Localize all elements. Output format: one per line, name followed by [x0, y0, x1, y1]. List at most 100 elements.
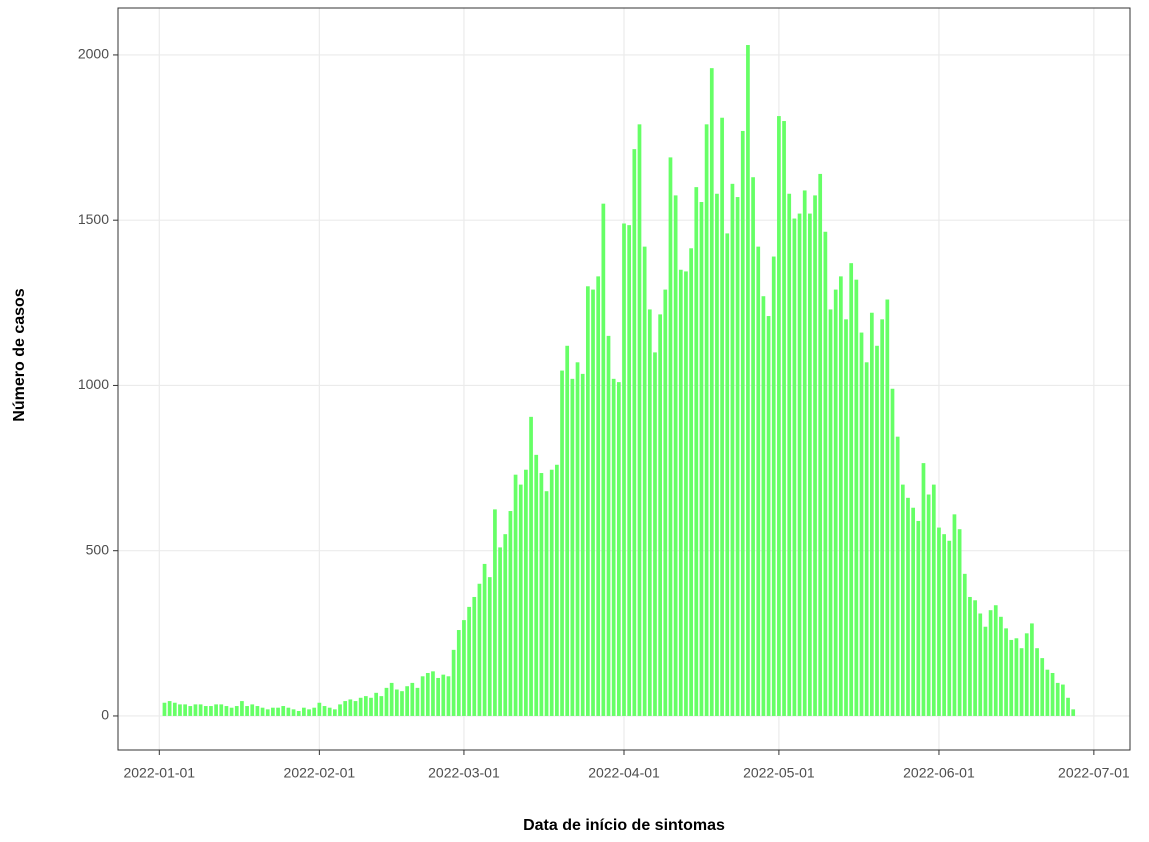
bar — [668, 157, 673, 716]
bar — [183, 704, 187, 716]
bar — [684, 271, 688, 716]
bar — [260, 707, 265, 716]
bar — [400, 691, 404, 716]
bar — [983, 626, 988, 716]
bar — [818, 173, 823, 716]
bar — [1071, 709, 1076, 716]
bar — [771, 256, 776, 716]
bar — [647, 309, 652, 716]
bar — [988, 610, 993, 716]
bar — [441, 674, 446, 716]
bar — [596, 276, 601, 716]
bar — [317, 702, 322, 716]
bar — [322, 706, 327, 716]
bar — [1055, 682, 1060, 716]
bar — [405, 686, 410, 716]
bar — [673, 195, 678, 716]
bar — [957, 529, 962, 716]
bar — [911, 507, 916, 716]
bar — [740, 130, 745, 716]
bar — [885, 299, 890, 716]
bar — [585, 286, 590, 716]
plot-border — [117, 7, 1131, 751]
bar — [1035, 648, 1039, 716]
bar — [570, 378, 575, 716]
bar — [735, 197, 740, 716]
x-tick-label: 2022-06-01 — [903, 765, 975, 781]
bar — [539, 473, 544, 716]
bar — [498, 547, 502, 716]
bar — [302, 707, 306, 716]
bar — [880, 319, 885, 716]
bar — [637, 124, 642, 716]
bar — [999, 616, 1003, 716]
bar — [343, 701, 348, 716]
bar — [193, 704, 198, 716]
bar — [616, 382, 621, 716]
bar — [369, 697, 373, 716]
bar — [451, 649, 456, 716]
bar — [756, 246, 761, 716]
bar — [797, 213, 802, 716]
bar — [353, 701, 358, 716]
bar — [787, 193, 792, 716]
bar — [415, 687, 420, 716]
bar — [1040, 658, 1045, 716]
bar — [493, 509, 497, 716]
bar — [178, 704, 182, 716]
bar — [890, 388, 895, 716]
bar — [250, 704, 255, 716]
bar — [766, 316, 771, 716]
bar — [389, 682, 394, 716]
bar — [296, 710, 301, 716]
y-tick-label: 2000 — [78, 46, 109, 62]
bar — [591, 289, 595, 716]
bar — [307, 709, 311, 716]
bar — [363, 696, 368, 716]
bar — [823, 231, 828, 716]
bar — [777, 116, 781, 716]
bar — [916, 520, 921, 716]
bar — [658, 314, 663, 716]
bar — [529, 416, 533, 716]
bar — [792, 218, 797, 716]
bar — [627, 225, 632, 716]
bar — [286, 707, 291, 716]
y-tick-label: 0 — [101, 707, 109, 723]
bar — [611, 378, 616, 716]
bar — [229, 707, 234, 716]
bar — [926, 494, 931, 716]
bar — [446, 676, 451, 716]
bar — [198, 704, 203, 716]
bar — [224, 706, 229, 716]
bar — [968, 596, 972, 716]
bar — [348, 699, 353, 716]
bar — [482, 563, 487, 716]
bar — [508, 511, 513, 716]
bar — [782, 121, 786, 716]
bar — [663, 289, 668, 716]
bar — [524, 469, 528, 716]
bar — [715, 193, 719, 716]
bar — [931, 484, 936, 716]
bar — [555, 464, 559, 716]
bar — [947, 540, 952, 716]
bar — [209, 706, 213, 716]
bar — [642, 246, 647, 716]
bar — [699, 202, 704, 716]
bar — [813, 195, 817, 716]
bar — [833, 289, 838, 716]
bar — [436, 677, 440, 716]
bar — [725, 233, 730, 716]
bar — [1019, 648, 1024, 716]
bar — [952, 514, 957, 716]
bar — [678, 269, 683, 716]
bar — [1061, 684, 1065, 716]
bar — [1066, 697, 1070, 716]
bar — [875, 345, 879, 716]
bar — [431, 671, 435, 716]
bar — [844, 319, 848, 716]
bar — [188, 706, 193, 716]
bar — [265, 709, 270, 716]
bar — [720, 117, 724, 716]
